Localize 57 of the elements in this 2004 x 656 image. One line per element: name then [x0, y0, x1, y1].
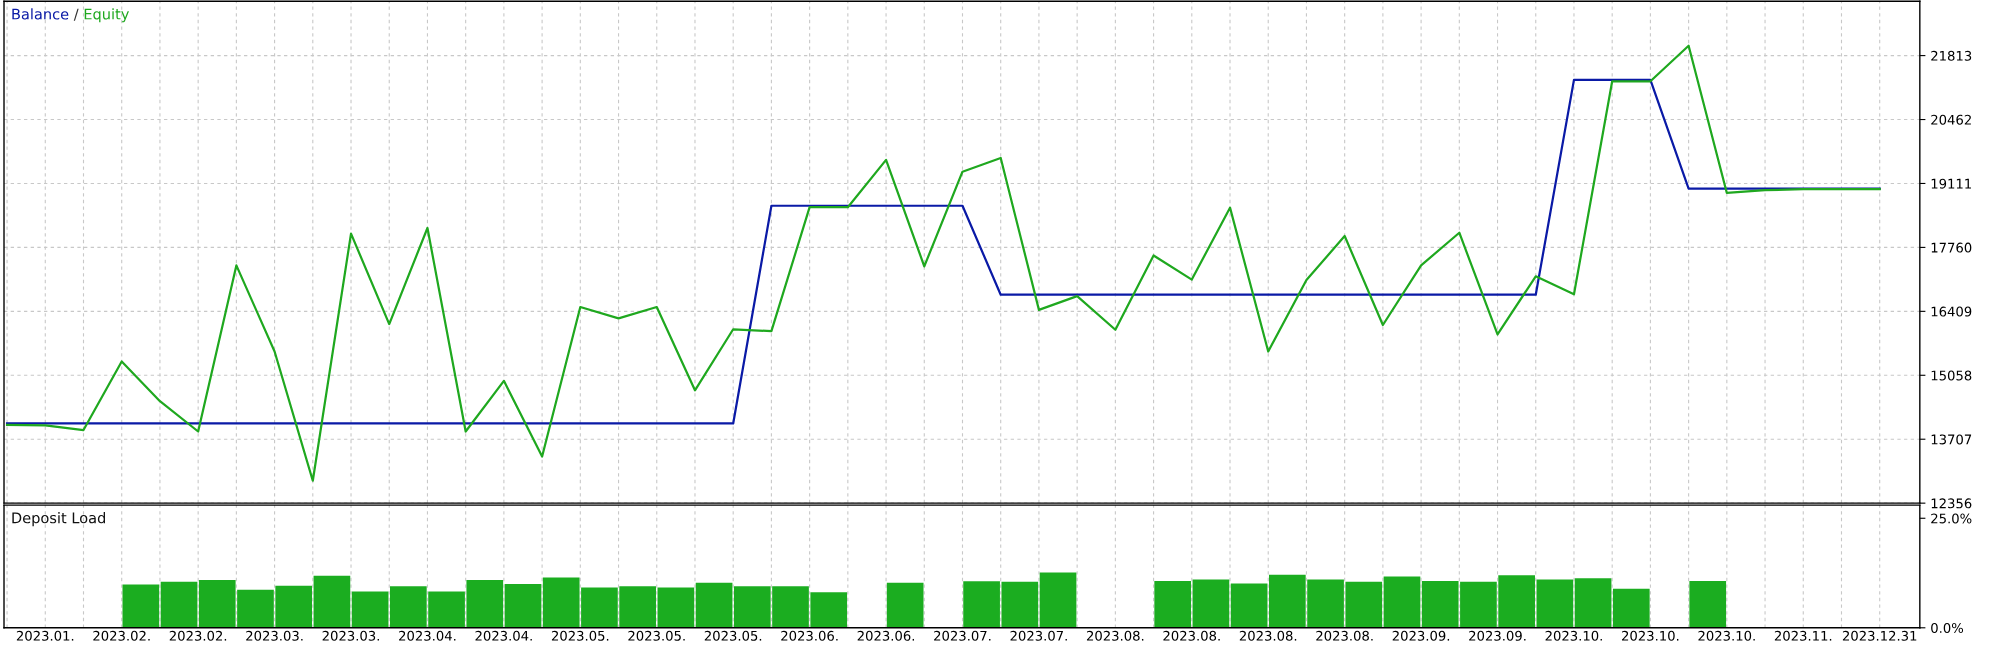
x-tick-label: 2023.11. [1774, 630, 1832, 641]
x-tick-label: 2023.04. [475, 630, 532, 641]
x-tick-label: 2023.05. [704, 630, 762, 641]
x-tick-label: 2023.09. [1469, 630, 1526, 641]
text: Deposit Load [12, 512, 105, 527]
x-tick-label: 2023.08. [1163, 630, 1220, 641]
y-tick-label: 12356 [1931, 498, 1972, 509]
x-tick-label: 2023.01. [16, 630, 74, 641]
y-tick-label: 21813 [1931, 50, 1972, 61]
y-tick-label: 13707 [1931, 434, 1972, 445]
y-tick-label: 15058 [1931, 370, 1972, 381]
bar [1192, 579, 1230, 628]
x-tick-label: 2023.12.31 [1842, 630, 1917, 641]
x-tick-label: 2023.10. [1698, 630, 1755, 641]
bar [1039, 572, 1077, 628]
bar [1612, 588, 1650, 628]
x-tick-label: 2023.07. [1010, 630, 1067, 641]
x-tick-label: 2023.03. [322, 630, 379, 641]
bar [1574, 578, 1612, 628]
x-tick-label: 2023.08. [1086, 630, 1144, 641]
bar [1689, 580, 1727, 628]
x-tick-label: 2023.10. [1621, 630, 1679, 641]
x-tick-label: 2023.02. [93, 630, 150, 641]
bar [313, 575, 351, 628]
bar [1536, 579, 1574, 628]
bar [1383, 576, 1421, 628]
y-tick-label: 16409 [1931, 306, 1972, 317]
x-tick-label: 2023.05. [628, 630, 685, 641]
annotation: / [73, 8, 79, 21]
text: Equity [84, 8, 129, 23]
y-tick-label: 25.0% [1931, 513, 1972, 524]
x-tick-label: 2023.03. [246, 630, 303, 641]
bar [657, 587, 695, 628]
bar [160, 581, 198, 628]
bar [351, 591, 389, 628]
y-tick-label: 19111 [1931, 178, 1971, 189]
x-tick-label: 2023.06. [857, 630, 915, 641]
x-tick-label: 2023.06. [781, 630, 838, 641]
y-tick-label: 0.0% [1931, 623, 1964, 633]
x-tick-label: 2023.08. [1239, 630, 1297, 641]
bar [1154, 580, 1192, 628]
text: Balance [12, 8, 69, 20]
bar [695, 582, 733, 628]
bar [122, 584, 160, 628]
bar [886, 582, 924, 628]
y-tick-label: 17760 [1931, 242, 1972, 253]
x-tick-label: 2023.04. [399, 630, 456, 641]
line-series [5, 44, 1881, 482]
bar [504, 583, 542, 628]
x-tick-label: 2023.08. [1316, 630, 1373, 641]
bar [1230, 583, 1268, 628]
x-tick-label: 2023.07. [934, 630, 991, 641]
y-tick-label: 20462 [1931, 114, 1971, 125]
x-tick-label: 2023.05. [551, 630, 609, 641]
x-tick-label: 2023.09. [1392, 630, 1450, 641]
x-tick-label: 2023.02. [169, 630, 227, 641]
x-tick-label: 2023.10. [1545, 630, 1602, 641]
